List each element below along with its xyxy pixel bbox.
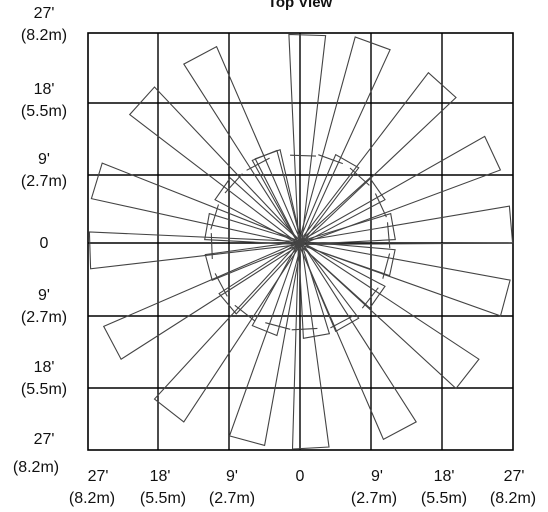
detection-zone xyxy=(153,241,302,423)
zone-divider xyxy=(224,173,243,194)
zone-divider xyxy=(382,253,391,279)
y-label-ft: 9' xyxy=(38,287,50,304)
zone-divider xyxy=(386,222,391,249)
x-label-m: (2.7m) xyxy=(209,490,255,507)
zone-divider xyxy=(210,233,213,260)
y-label-m: (5.5m) xyxy=(21,381,67,398)
zone-divider xyxy=(330,315,354,329)
zone-divider xyxy=(318,154,343,165)
x-label-m: (8.2m) xyxy=(69,490,115,507)
detection-zone xyxy=(298,240,511,317)
y-label-ft: 18' xyxy=(34,81,55,98)
diagram-title: Top View xyxy=(268,0,333,11)
x-axis-labels: 27' (8.2m) 18' (5.5m) 9' (2.7m) 0 9' (2.… xyxy=(69,468,536,507)
y-axis-labels: 27' (8.2m) 18' (5.5m) 9' (2.7m) 0 9' (2.… xyxy=(13,5,67,476)
x-label-ft: 0 xyxy=(296,468,305,485)
x-label-m: (8.2m) xyxy=(490,490,536,507)
zone-divider xyxy=(361,287,379,309)
detection-zone xyxy=(251,149,303,245)
x-label-m: (5.5m) xyxy=(421,490,467,507)
x-label-m: (2.7m) xyxy=(351,490,397,507)
y-label-m: (5.5m) xyxy=(21,103,67,120)
x-label-ft: 18' xyxy=(150,468,171,485)
zone-divider xyxy=(291,327,318,331)
detection-zone xyxy=(254,148,303,245)
x-label-ft: 27' xyxy=(504,468,525,485)
detection-zone xyxy=(298,71,457,245)
y-label-m: (2.7m) xyxy=(21,309,67,326)
zone-divider xyxy=(210,204,220,230)
detection-zone xyxy=(228,241,303,447)
zone-divider xyxy=(374,193,387,218)
zone-divider xyxy=(265,322,291,330)
y-label-m: (8.2m) xyxy=(13,459,59,476)
x-label-ft: 9' xyxy=(371,468,383,485)
x-label-ft: 27' xyxy=(88,468,109,485)
y-label-ft: 27' xyxy=(34,431,55,448)
detection-zone xyxy=(298,135,502,246)
detection-zone xyxy=(298,241,480,390)
x-label-ft: 18' xyxy=(434,468,455,485)
zone-divider xyxy=(234,304,256,322)
zone-divider xyxy=(214,273,228,297)
detection-zones xyxy=(88,33,514,450)
y-label-m: (8.2m) xyxy=(21,27,67,44)
y-label-ft: 0 xyxy=(40,235,49,252)
zone-divider xyxy=(349,167,370,186)
y-label-ft: 9' xyxy=(38,151,50,168)
x-label-m: (5.5m) xyxy=(140,490,186,507)
y-label-ft: 18' xyxy=(34,359,55,376)
detection-zone xyxy=(128,86,302,245)
x-label-ft: 9' xyxy=(226,468,238,485)
y-label-ft: 27' xyxy=(34,5,55,22)
grid xyxy=(87,32,514,451)
y-label-m: (2.7m) xyxy=(21,173,67,190)
zone-divider xyxy=(290,154,317,157)
